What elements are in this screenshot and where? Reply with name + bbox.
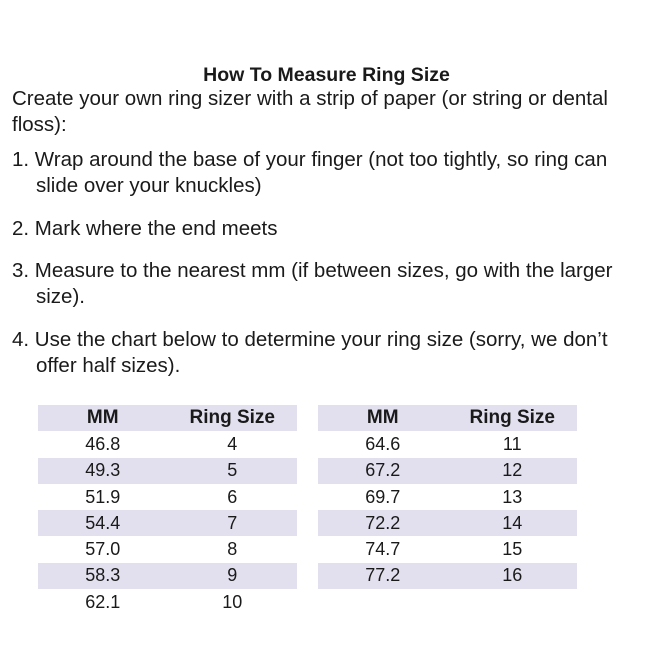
- ring-size-cell: 15: [502, 539, 523, 560]
- page-title: How To Measure Ring Size: [203, 64, 450, 86]
- table-row: 51.9 6: [38, 484, 297, 510]
- header-ring-size: Ring Size: [469, 407, 555, 429]
- mm-cell: 62.1: [85, 591, 121, 612]
- table-row: 67.2 12: [318, 457, 577, 484]
- table-row: 62.1 10: [38, 589, 297, 615]
- ring-size-cell: 10: [222, 591, 243, 612]
- mm-cell: 51.9: [85, 486, 121, 507]
- ring-size-cell: 7: [227, 512, 238, 533]
- mm-cell: 64.6: [365, 433, 401, 454]
- intro-text: Create your own ring sizer with a strip …: [12, 87, 608, 136]
- table-row: 74.7 15: [318, 536, 577, 562]
- table-row: 72.2 14: [318, 510, 577, 537]
- mm-cell: 57.0: [85, 539, 121, 560]
- header-ring-size: Ring Size: [189, 407, 275, 429]
- mm-cell: 72.2: [365, 512, 401, 533]
- table-row: 69.7 13: [318, 484, 577, 510]
- table-row: 64.6 11: [318, 431, 577, 457]
- ring-size-cell: 9: [227, 565, 238, 586]
- table-header-row: MM Ring Size: [38, 405, 297, 432]
- ring-size-cell: 13: [502, 486, 523, 507]
- step-4: 4. Use the chart below to determine your…: [12, 328, 608, 377]
- table-header-row: MM Ring Size: [318, 405, 577, 432]
- mm-cell: 67.2: [365, 460, 401, 481]
- ring-size-cell: 4: [227, 433, 238, 454]
- mm-cell: 46.8: [85, 433, 121, 454]
- table-row: 57.0 8: [38, 536, 297, 562]
- size-table-left: MM Ring Size 46.8 4 49.3 5 51.9 6 54.4 7 57.0 8 58.3…: [38, 405, 297, 615]
- mm-cell: 49.3: [85, 460, 121, 481]
- mm-cell: 54.4: [85, 512, 121, 533]
- step-3: 3. Measure to the nearest mm (if between…: [12, 259, 613, 308]
- table-row: 58.3 9: [38, 562, 297, 590]
- mm-cell: 58.3: [85, 565, 121, 586]
- ring-size-cell: 16: [502, 565, 523, 586]
- ring-size-cell: 6: [227, 486, 238, 507]
- table-row: 54.4 7: [38, 510, 297, 537]
- step-2: 2. Mark where the end meets: [12, 217, 278, 240]
- ring-size-cell: 14: [502, 512, 523, 533]
- size-table-right: MM Ring Size 64.6 11 67.2 12 69.7 13 72.2 14 74.7 1…: [318, 405, 577, 590]
- header-mm: MM: [86, 407, 119, 429]
- ring-size-cell: 5: [227, 460, 238, 481]
- ring-size-cell: 8: [227, 539, 238, 560]
- table-row: 77.2 16: [318, 562, 577, 590]
- step-1: 1. Wrap around the base of your finger (…: [12, 148, 608, 197]
- ring-size-cell: 12: [502, 460, 523, 481]
- mm-cell: 74.7: [365, 539, 401, 560]
- ring-size-cell: 11: [502, 433, 522, 454]
- header-mm: MM: [366, 407, 399, 429]
- mm-cell: 77.2: [365, 565, 401, 586]
- table-row: 46.8 4: [38, 431, 297, 457]
- mm-cell: 69.7: [365, 486, 401, 507]
- table-row: 49.3 5: [38, 457, 297, 484]
